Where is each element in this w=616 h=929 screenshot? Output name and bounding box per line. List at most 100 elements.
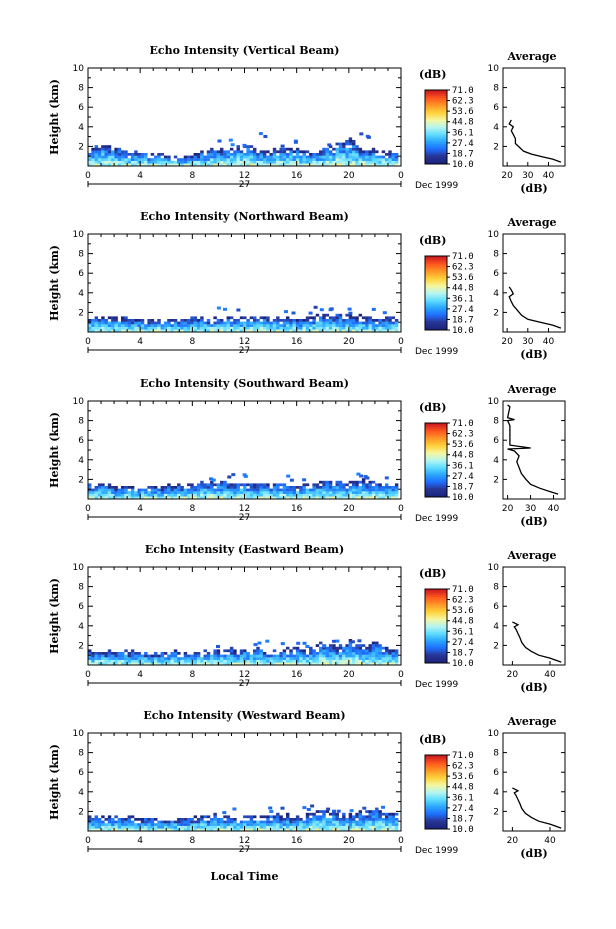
echo-cell <box>272 326 277 330</box>
echo-cell <box>289 163 293 167</box>
echo-cell <box>262 652 267 655</box>
echo-cell <box>220 324 224 327</box>
colorbar-segment <box>425 613 447 616</box>
echo-cell <box>196 326 201 330</box>
echo-cell <box>299 657 303 660</box>
echo-cell <box>253 319 257 322</box>
colorbar-segment <box>425 614 447 618</box>
echo-cell <box>226 659 231 663</box>
y-tick-label: 10 <box>73 397 85 407</box>
echo-cell <box>229 818 234 821</box>
echo-cell <box>127 818 132 821</box>
echo-cell <box>91 662 95 666</box>
echo-cell <box>259 493 264 497</box>
echo-cell <box>170 828 174 832</box>
echo-cell <box>239 828 244 832</box>
echo-cell <box>355 147 359 151</box>
colorbar-segment <box>425 476 447 479</box>
colorbar-segment <box>425 487 447 490</box>
echo-cell <box>368 823 372 826</box>
avg-x-tick-label: 20 <box>502 504 514 514</box>
echo-cell <box>325 657 330 660</box>
echo-cell <box>94 496 99 500</box>
colorbar-segment <box>425 426 447 429</box>
y-tick-label: 2 <box>78 807 84 817</box>
echo-cell <box>335 160 339 164</box>
echo-cell <box>276 316 280 320</box>
average-title: Average <box>506 715 556 728</box>
echo-cell <box>305 825 310 829</box>
echo-cell <box>338 657 343 660</box>
echo-cell <box>355 321 359 325</box>
echo-cell <box>163 491 168 494</box>
echo-cell <box>335 329 339 333</box>
echo-cell <box>302 150 306 154</box>
echo-cell <box>322 810 326 813</box>
echo-cell <box>196 321 201 325</box>
colorbar-tick-label: 53.6 <box>452 273 474 283</box>
echo-cell <box>114 828 118 832</box>
colorbar-segment <box>425 620 447 623</box>
echo-cell <box>130 488 135 492</box>
echo-cell <box>355 657 359 660</box>
avg-y-tick-label: 10 <box>488 397 500 407</box>
echo-cell <box>213 324 217 327</box>
echo-cell <box>325 329 330 333</box>
colorbar-segment <box>425 790 447 793</box>
echo-cell <box>328 155 333 159</box>
echo-cell <box>140 657 145 660</box>
echo-cell <box>147 654 151 658</box>
echo-cell <box>203 649 207 653</box>
echo-cell <box>302 483 306 487</box>
echo-cell <box>203 659 207 663</box>
echo-cell <box>368 825 372 829</box>
echo-cell <box>190 483 194 487</box>
echo-cell <box>210 662 214 666</box>
echo-cell <box>200 823 204 826</box>
echo-cell <box>97 657 102 660</box>
echo-cell <box>381 155 386 159</box>
echo-cell <box>292 828 297 832</box>
echo-cell <box>150 496 155 500</box>
echo-cell <box>170 160 174 164</box>
echo-cell <box>325 652 330 655</box>
echo-cell <box>183 324 188 327</box>
colorbar-segment <box>425 782 447 785</box>
echo-cell <box>388 820 392 824</box>
echo-cell <box>361 155 366 159</box>
echo-cell <box>94 493 99 497</box>
echo-cell <box>325 480 330 484</box>
echo-cell <box>94 491 99 494</box>
echo-cell <box>94 823 99 826</box>
echo-cell <box>91 329 95 333</box>
echo-cell <box>325 810 330 813</box>
echo-cell <box>302 657 306 660</box>
echo-cell <box>289 496 293 500</box>
colorbar-segment <box>425 430 447 433</box>
echo-cell <box>371 657 376 660</box>
echo-cell <box>144 158 148 161</box>
echo-cell <box>328 316 333 320</box>
echo-cell <box>216 153 221 156</box>
echo-cell <box>121 654 125 658</box>
echo-cell <box>239 155 244 159</box>
echo-cell <box>295 491 300 494</box>
echo-cell <box>203 815 207 819</box>
echo-cell <box>233 160 237 164</box>
echo-cell <box>91 654 95 658</box>
echo-cell <box>385 160 389 164</box>
echo-cell <box>223 329 227 333</box>
echo-cell <box>365 155 369 159</box>
echo-cell <box>114 825 118 829</box>
date-label: Dec 1999 <box>415 680 458 690</box>
echo-cell <box>342 820 346 824</box>
echo-cell <box>140 820 145 824</box>
echo-cell <box>289 478 294 482</box>
echo-cell <box>114 496 118 500</box>
echo-cell <box>104 155 108 159</box>
echo-cell <box>328 488 333 492</box>
echo-cell <box>295 820 300 824</box>
echo-cell <box>279 823 283 826</box>
echo-cell <box>193 823 198 826</box>
